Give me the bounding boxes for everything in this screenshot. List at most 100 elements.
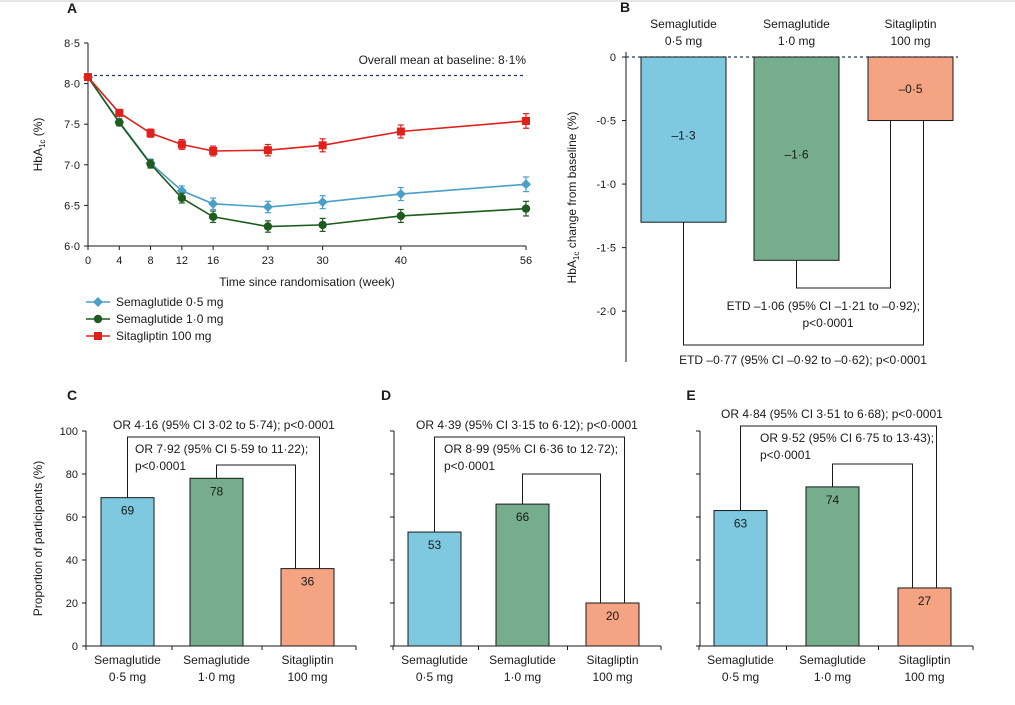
panel-a-point-circle — [177, 193, 187, 203]
panel-b-bar — [640, 56, 727, 223]
panel-e-bar-label: 27 — [918, 594, 932, 608]
panel-a-letter: A — [67, 0, 77, 16]
panel-c-category-label: 100 mg — [287, 670, 327, 684]
panel-a-point-diamond — [262, 202, 273, 213]
panel-e-category-label: Semaglutide — [707, 653, 774, 667]
panel-d-or-text: p<0·0001 — [444, 459, 495, 473]
panel-a-legend-marker — [93, 314, 103, 324]
panel-a-point-square — [209, 146, 218, 155]
panel-a-x-tick-label: 0 — [85, 255, 91, 267]
panel-a-point-circle — [263, 222, 273, 231]
panel-e-letter: E — [686, 387, 695, 403]
panel-a-legend-marker — [94, 332, 102, 340]
panel-a-y-tick-label: 8·0 — [64, 79, 80, 91]
panel-c-bar-label: 78 — [210, 484, 224, 498]
panel-c-y-tick-label: 60 — [66, 512, 78, 524]
panel-d-bar-label: 20 — [606, 609, 620, 623]
panel-a-series-line-2 — [87, 76, 527, 152]
panel-c-category-label: Sitagliptin — [281, 653, 333, 667]
panel-a-x-tick-label: 12 — [176, 255, 188, 267]
panel-b-category-label: 0·5 mg — [665, 34, 702, 48]
panel-e-or-text: OR 4·84 (95% CI 3·51 to 6·68); p<0·0001 — [721, 407, 943, 421]
panel-c-or-text: OR 4·16 (95% CI 3·02 to 5·74); p<0·0001 — [113, 418, 335, 432]
panel-d-bar — [495, 503, 550, 647]
panel-d-category-label: 100 mg — [592, 670, 632, 684]
panel-a-point-square — [115, 108, 124, 117]
panel-b-letter: B — [620, 0, 630, 15]
panel-d-category-label: 1·0 mg — [504, 670, 541, 684]
panel-b-y-tick-label: -1·5 — [596, 243, 616, 255]
panel-d-or-text: OR 4·39 (95% CI 3·15 to 6·12); p<0·0001 — [416, 418, 638, 432]
panel-a-point-circle — [396, 211, 406, 221]
panel-b-y-tick-label: -1·0 — [596, 179, 616, 191]
panel-e-category-label: 0·5 mg — [722, 670, 759, 684]
panel-b-bar-label: –0·5 — [898, 82, 922, 96]
panel-c-bar — [100, 497, 155, 647]
panel-c-category-label: 1·0 mg — [198, 670, 235, 684]
panel-b-etd-bracket-outer — [683, 120, 924, 346]
panel-e-category-label: 100 mg — [904, 670, 944, 684]
panel-b-category-label: Sitagliptin — [884, 17, 936, 31]
panel-a-point-square — [263, 146, 272, 155]
panel-b-category-label: 100 mg — [890, 34, 930, 48]
panel-a-y-label: HbA1c (%) — [31, 118, 47, 172]
panel-c-or-bracket-inner — [216, 464, 296, 569]
panel-d-category-label: 0·5 mg — [416, 670, 453, 684]
panel-d-category-label: Semaglutide — [489, 653, 556, 667]
panel-a-x-tick-label: 56 — [520, 255, 532, 267]
panel-d-bar — [585, 602, 640, 647]
panel-b-y-tick-label: -0·5 — [596, 116, 616, 128]
panel-b-bar-label: –1·6 — [784, 148, 808, 162]
panel-a-x-tick-label: 8 — [148, 255, 154, 267]
panel-c-y-tick-label: 40 — [66, 555, 78, 567]
panel-e-or-text: p<0·0001 — [760, 448, 811, 462]
panel-a-y-tick-label: 7·0 — [64, 160, 80, 172]
panel-a-point-circle — [521, 204, 531, 213]
panel-c-y-tick-label: 20 — [66, 598, 78, 610]
panel-e-category-label: 1·0 mg — [814, 670, 851, 684]
panel-d-category-label: Sitagliptin — [586, 653, 638, 667]
panel-a-point-diamond — [395, 189, 406, 200]
panel-d-letter: D — [381, 387, 391, 403]
panel-a-point-square — [84, 73, 92, 82]
panel-e-bar-label: 74 — [826, 493, 840, 507]
panel-c-y-tick-label: 0 — [72, 641, 78, 653]
panel-c-y-tick-label: 80 — [66, 469, 78, 481]
panel-a-point-square — [177, 140, 186, 149]
panel-e-bar-label: 63 — [734, 517, 748, 531]
panel-a-point-square — [318, 141, 327, 150]
panel-a-x-tick-label: 4 — [116, 255, 122, 267]
panel-c-bar — [280, 568, 335, 647]
panel-e-or-bracket-outer — [740, 425, 937, 588]
panel-a-baseline-annotation: Overall mean at baseline: 8·1% — [359, 53, 527, 67]
panel-b-y-tick-label: -2·0 — [596, 306, 616, 318]
panel-d-category-label: Semaglutide — [401, 653, 468, 667]
panel-c-or-bracket-outer — [127, 436, 320, 569]
panel-c-bar — [189, 477, 244, 647]
panel-b-category-label: Semaglutide — [763, 17, 830, 31]
panel-e-bar — [713, 510, 768, 647]
panel-a-x-label: Time since randomisation (week) — [219, 275, 395, 289]
panel-b-etd-bracket-inner — [796, 120, 891, 289]
panel-a-x-tick-label: 40 — [395, 255, 407, 267]
panel-b-etd-text: p<0·0001 — [802, 316, 853, 330]
panel-a-legend-label: Semaglutide 1·0 mg — [116, 312, 223, 326]
panel-a-point-diamond — [521, 179, 531, 190]
panel-e-bar — [805, 486, 860, 647]
panel-a-point-square — [396, 127, 405, 136]
panel-d-or-text: OR 8·99 (95% CI 6·36 to 12·72); — [444, 442, 618, 456]
panel-b-bar — [867, 56, 954, 122]
panel-d-or-bracket-inner — [522, 473, 601, 603]
panel-e-or-text: OR 9·52 (95% CI 6·75 to 13·43); — [760, 431, 934, 445]
panel-a-legend-marker — [93, 297, 103, 307]
panel-a-point-diamond — [208, 198, 219, 209]
panel-c-category-label: Semaglutide — [94, 653, 161, 667]
panel-e-bar — [897, 587, 952, 647]
panel-c-y-label: Proportion of participants (%) — [31, 461, 45, 616]
panel-a-point-circle — [318, 220, 327, 230]
panel-a-legend-label: Sitagliptin 100 mg — [116, 329, 211, 343]
panel-d-or-bracket-outer — [434, 436, 625, 603]
panel-b-y-tick-label: 0 — [610, 52, 616, 64]
panel-a-y-tick-label: 6·5 — [64, 200, 80, 212]
panel-c-bar-label: 36 — [301, 575, 315, 589]
